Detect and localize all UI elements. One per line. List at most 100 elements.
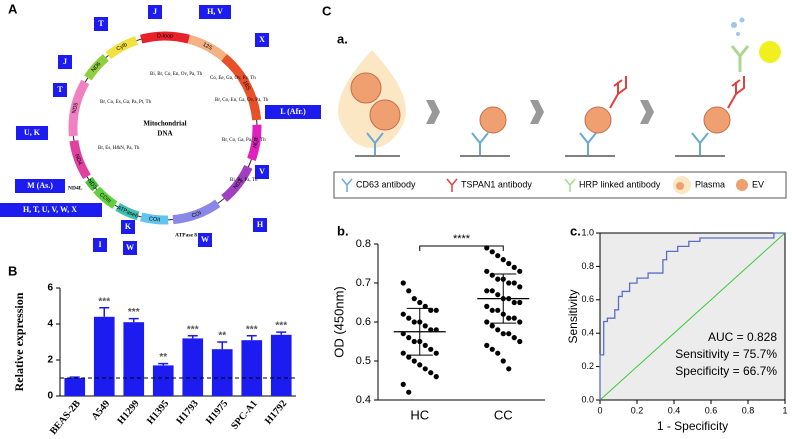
gene-label: 16S — [241, 80, 251, 92]
dot — [400, 381, 406, 387]
dot — [406, 389, 412, 395]
haplogroup-box — [16, 126, 48, 140]
legend-label: TSPAN1 antibody — [461, 179, 532, 189]
significance: ** — [218, 331, 226, 342]
panel-label: A — [8, 1, 18, 16]
haplogroup-label: K — [125, 222, 132, 231]
error-bar — [158, 362, 169, 366]
dot — [411, 319, 417, 325]
substrate — [739, 17, 745, 23]
gene-segment — [172, 199, 221, 225]
dot — [489, 307, 495, 313]
gene-segment — [140, 31, 190, 44]
haplogroup-box — [265, 105, 321, 119]
gene-segment — [84, 54, 109, 81]
mutation-note: Br, Co, Es, Ga, Pa, Pt, Th — [100, 100, 152, 105]
dot — [428, 327, 434, 333]
gene-label: COII — [149, 216, 161, 223]
y-tick-label: 0.8 — [581, 261, 594, 271]
haplogroup-label: W — [126, 243, 134, 252]
gene-segment — [140, 212, 169, 225]
haplogroup-box — [255, 165, 269, 179]
sd-bar — [406, 307, 433, 356]
ev — [350, 72, 382, 104]
dot — [500, 358, 506, 364]
y-tick-label: 2 — [47, 355, 53, 366]
y-tick-label: 0.8 — [356, 238, 371, 250]
legend-label: Plasma — [695, 179, 725, 189]
dot — [506, 331, 512, 337]
center-label: Mitochondrial — [143, 120, 186, 128]
roc-curve — [599, 232, 785, 400]
dot — [489, 323, 495, 329]
annotation: Sensitivity = 75.7% — [675, 347, 777, 361]
significance: *** — [128, 307, 140, 318]
y-tick-label: 0.0 — [581, 394, 594, 404]
annotation: AUC = 0.828 — [708, 330, 777, 344]
legend-icon — [341, 178, 353, 192]
dot — [422, 323, 428, 329]
dot — [484, 303, 490, 309]
haplogroup-box — [58, 55, 72, 69]
x-tick-label: H1975 — [204, 398, 230, 426]
gene-segment — [247, 124, 262, 162]
legend-box — [333, 171, 787, 199]
x-tick-label: 0.4 — [668, 405, 681, 415]
significance: *** — [246, 324, 258, 335]
dot — [428, 370, 434, 376]
gene-segment — [187, 34, 228, 62]
panel-label: C — [322, 3, 332, 18]
mutation-note: Bi, Br, Co, En, Ov, Pa, Th — [150, 72, 203, 77]
haplogroup-label: H, V — [207, 7, 223, 16]
ev — [703, 106, 731, 134]
dot — [406, 335, 412, 341]
y-axis-title: OD (450nm) — [331, 286, 346, 358]
dot — [517, 299, 523, 306]
bracket — [419, 245, 504, 251]
haplogroup-label: H, T, U, V, W, X — [23, 205, 77, 214]
x-tick-label: 1 — [782, 405, 787, 415]
gene-label: ND2 — [233, 178, 244, 190]
center-label: DNA — [157, 130, 172, 138]
haplogroup-label: W — [201, 235, 209, 244]
legend-icon — [564, 178, 576, 192]
arrow — [640, 100, 654, 124]
mutation-note: Bi, Br, Pa, Th — [230, 178, 258, 183]
y-tick-label: 1.0 — [581, 227, 594, 237]
legend-label: EV — [752, 179, 764, 189]
y-tick-label: 0.4 — [356, 394, 371, 406]
dot — [511, 299, 517, 306]
dot — [411, 296, 417, 302]
x-tick-label: 0.6 — [705, 405, 718, 415]
arrow — [426, 100, 440, 124]
dot — [484, 288, 490, 294]
gene-label: D-loop — [157, 33, 173, 39]
x-tick-label: H1299 — [116, 398, 142, 426]
legend-label: HRP linked antibody — [579, 179, 661, 189]
dot — [506, 366, 512, 372]
gene-segment — [68, 79, 90, 137]
x-tick-label: BEAS-2B — [48, 398, 83, 437]
ev — [369, 99, 401, 131]
gene-segment — [84, 176, 100, 192]
dot — [495, 253, 501, 259]
haplogroup-box — [199, 5, 231, 19]
haplogroup-box — [198, 233, 212, 247]
haplogroup-box — [93, 238, 107, 252]
haplogroup-box — [123, 241, 137, 255]
arrow — [530, 100, 544, 124]
y-tick-label: 4 — [47, 319, 53, 330]
bar — [64, 378, 86, 396]
gene-segment — [69, 140, 91, 180]
panel-label: B — [8, 263, 17, 278]
dot — [495, 276, 501, 282]
tspan1-antibody — [609, 76, 627, 109]
bar — [93, 316, 115, 396]
significance: *** — [187, 324, 199, 335]
gene-label: 12S — [202, 42, 214, 52]
dot — [506, 280, 512, 286]
dot — [489, 288, 495, 294]
gene-small-label: ATPase 8 — [175, 232, 197, 238]
haplogroup-label: L (Afr.) — [280, 107, 306, 116]
